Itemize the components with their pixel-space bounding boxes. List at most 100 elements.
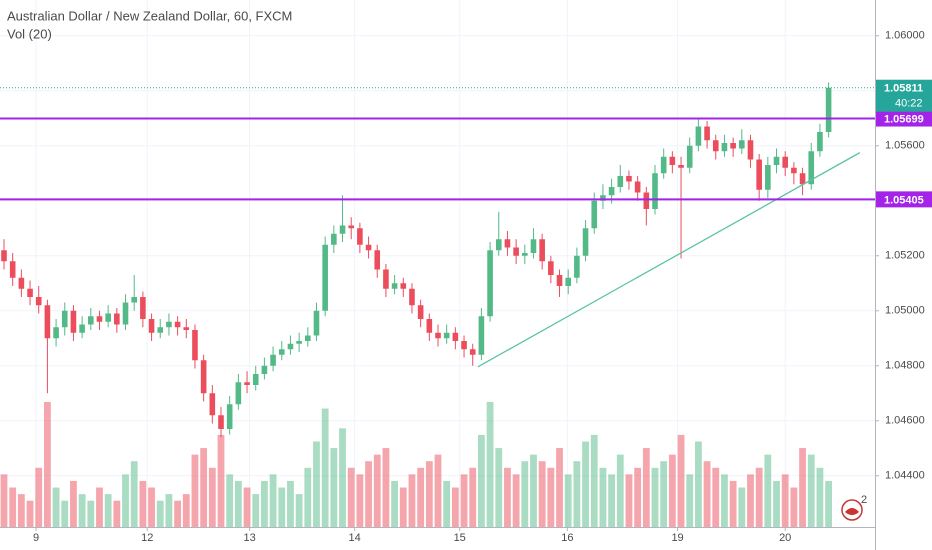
candle-body bbox=[357, 228, 363, 245]
volume-bar bbox=[278, 487, 286, 527]
candle-body bbox=[209, 393, 216, 416]
candle-body bbox=[339, 225, 346, 234]
volume-bar bbox=[434, 454, 442, 527]
volume-bar bbox=[26, 500, 34, 527]
volume-bar bbox=[521, 461, 529, 527]
volume-bar bbox=[538, 461, 546, 527]
candle-body bbox=[808, 151, 815, 185]
volume-bar bbox=[0, 474, 8, 527]
badge-icon[interactable]: 2 bbox=[841, 494, 867, 521]
volume-bar bbox=[252, 494, 260, 527]
volume-bar bbox=[330, 448, 338, 527]
candle-body bbox=[174, 321, 181, 328]
candle-body bbox=[322, 244, 328, 311]
volume-bar bbox=[504, 467, 511, 527]
volume-bar bbox=[625, 474, 633, 527]
volume-bar bbox=[443, 480, 451, 527]
volume-layer bbox=[0, 402, 832, 527]
candle-body bbox=[487, 250, 493, 317]
volume-bar bbox=[226, 474, 234, 527]
volume-bar bbox=[781, 474, 789, 527]
candle-body bbox=[669, 156, 676, 165]
candle-body bbox=[825, 87, 832, 132]
candle-body bbox=[704, 126, 710, 141]
y-tick-label: 1.04600 bbox=[885, 415, 925, 427]
volume-bar bbox=[391, 480, 398, 527]
chart-title: Australian Dollar / New Zealand Dollar, … bbox=[7, 8, 292, 23]
volume-bar bbox=[469, 467, 477, 527]
candle-body bbox=[530, 239, 537, 253]
candle-body bbox=[721, 143, 728, 152]
volume-bar bbox=[139, 480, 147, 527]
y-tick-label: 1.05000 bbox=[885, 305, 925, 317]
volume-bar bbox=[61, 500, 69, 527]
volume-bar bbox=[200, 448, 208, 527]
last-price-label: 1.05811 bbox=[884, 83, 923, 95]
candle-body bbox=[773, 156, 780, 165]
candle-body bbox=[556, 275, 563, 286]
volume-bar bbox=[825, 480, 832, 527]
volume-bar bbox=[191, 454, 199, 527]
volume-bar bbox=[78, 494, 86, 527]
x-tick-label: 20 bbox=[779, 532, 791, 544]
candle-body bbox=[400, 283, 407, 289]
candle-body bbox=[435, 332, 441, 339]
candle-body bbox=[27, 288, 33, 297]
candle-body bbox=[495, 239, 502, 251]
volume-bar bbox=[738, 487, 746, 527]
y-tick-label: 1.04800 bbox=[885, 360, 925, 372]
volume-bar bbox=[356, 474, 364, 527]
volume-bar bbox=[564, 474, 572, 527]
badge-glyph bbox=[845, 508, 859, 515]
volume-bar bbox=[634, 467, 642, 527]
volume-bar bbox=[96, 487, 103, 527]
candle-body bbox=[70, 310, 77, 333]
volume-bar bbox=[44, 402, 51, 527]
candle-body bbox=[183, 327, 190, 330]
volume-bar bbox=[269, 474, 277, 527]
candle-body bbox=[747, 140, 754, 160]
volume-bar bbox=[113, 500, 121, 527]
volume-bar bbox=[130, 461, 138, 527]
volume-bar bbox=[695, 441, 702, 527]
candle-body bbox=[1, 250, 7, 262]
candle-body bbox=[148, 319, 155, 333]
candle-body bbox=[782, 156, 788, 168]
candle-body bbox=[278, 349, 285, 355]
volume-bar bbox=[451, 487, 459, 527]
axis-layer: 1.060001.058001.056001.054001.052001.050… bbox=[33, 30, 932, 544]
volume-bar bbox=[573, 461, 581, 527]
candle-body bbox=[461, 341, 467, 350]
candle-body bbox=[131, 297, 137, 303]
x-tick-label: 9 bbox=[33, 532, 39, 544]
volume-bar bbox=[460, 474, 468, 527]
candle-body bbox=[443, 332, 450, 339]
volume-bar bbox=[512, 474, 520, 527]
countdown-label: 40:22 bbox=[895, 98, 923, 110]
volume-bar bbox=[425, 461, 433, 527]
volume-bar bbox=[556, 448, 563, 527]
candle-body bbox=[452, 332, 459, 341]
volume-bar bbox=[747, 474, 754, 527]
candle-body bbox=[44, 305, 51, 339]
volume-bar bbox=[608, 474, 615, 527]
volume-bar bbox=[660, 461, 668, 527]
volume-bar bbox=[208, 467, 216, 527]
y-tick-label: 1.05200 bbox=[885, 250, 925, 262]
x-tick-label: 14 bbox=[349, 532, 361, 544]
candle-body bbox=[678, 165, 684, 168]
volume-bar bbox=[668, 454, 676, 527]
x-tick-label: 16 bbox=[561, 532, 573, 544]
volume-bar bbox=[174, 500, 181, 527]
candle-body bbox=[296, 341, 302, 344]
last-price-tag bbox=[876, 79, 932, 112]
volume-bar bbox=[148, 487, 155, 527]
x-tick-label: 12 bbox=[141, 532, 153, 544]
candle-body bbox=[739, 140, 745, 149]
candle-body bbox=[582, 228, 589, 256]
candle-body bbox=[383, 269, 389, 289]
candle-body bbox=[548, 261, 554, 275]
candle-body bbox=[192, 330, 198, 361]
candle-body bbox=[574, 255, 580, 278]
